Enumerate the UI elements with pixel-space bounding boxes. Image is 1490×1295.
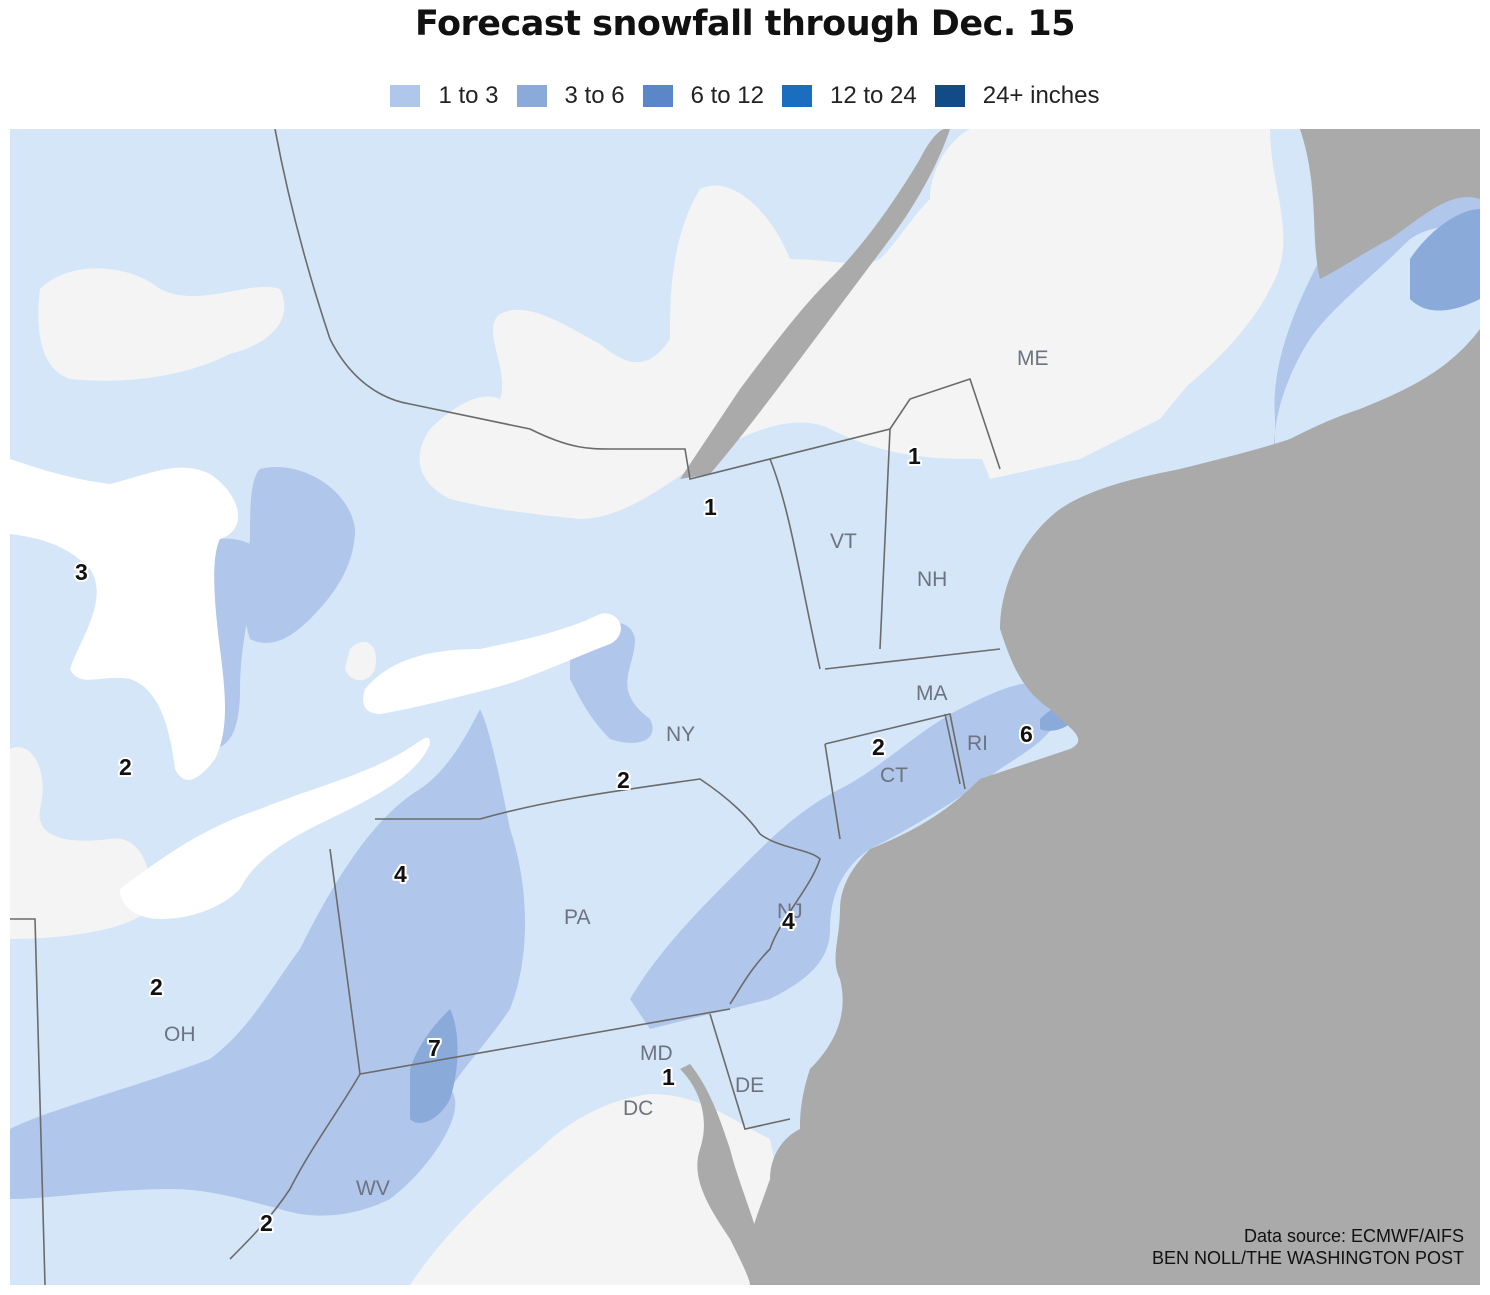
state-label-pa: PA bbox=[564, 906, 590, 929]
state-label-ny: NY bbox=[666, 723, 695, 746]
legend-item-12-24: 12 to 24 bbox=[781, 82, 917, 110]
legend-item-6-12: 6 to 12 bbox=[642, 82, 764, 110]
legend-swatch bbox=[934, 85, 965, 107]
lake-ontario bbox=[363, 613, 621, 714]
total-label-md: 1 bbox=[662, 1064, 675, 1090]
border-vt-nh bbox=[879, 428, 891, 650]
legend-item-1-3: 1 to 3 bbox=[390, 82, 499, 110]
border-pa-south bbox=[359, 1008, 731, 1075]
state-label-ma: MA bbox=[916, 682, 948, 705]
state-label-de: DE bbox=[735, 1074, 764, 1097]
gulf-of-st-lawrence bbox=[1300, 129, 1480, 279]
state-label-me: ME bbox=[1017, 347, 1049, 370]
state-label-oh: OH bbox=[164, 1023, 196, 1046]
legend-swatch bbox=[781, 85, 812, 107]
state-label-md: MD bbox=[640, 1042, 673, 1065]
border-ny-pa bbox=[375, 778, 761, 835]
chesapeake-bay bbox=[680, 1064, 770, 1285]
total-label-nj: 4 bbox=[782, 908, 795, 934]
total-label-mi-south: 2 bbox=[119, 754, 132, 780]
snowfall-totals: 1 1 3 2 2 6 2 4 4 2 7 1 2 bbox=[73, 441, 1035, 1238]
map-svg: ME VT NH MA RI CT NY NJ PA OH WV MD DE D… bbox=[10, 129, 1480, 1285]
no-snow-maine-north bbox=[950, 129, 1250, 479]
lake-erie bbox=[120, 737, 430, 919]
legend-item-24-plus: 24+ inches bbox=[934, 82, 1100, 110]
total-label-mi-north: 3 bbox=[75, 559, 88, 585]
state-borders bbox=[10, 129, 1001, 1285]
lake-huron bbox=[10, 459, 239, 780]
great-lakes bbox=[10, 459, 621, 919]
st-lawrence-river bbox=[680, 129, 950, 479]
total-label-ny-north: 1 bbox=[704, 494, 717, 520]
legend-label: 12 to 24 bbox=[829, 82, 917, 109]
total-label-ma-ct: 2 bbox=[872, 734, 885, 760]
border-oh-west bbox=[10, 918, 46, 1285]
state-label-ri: RI bbox=[967, 732, 988, 755]
band-1-3-georgian-bay bbox=[244, 467, 355, 643]
state-label-ct: CT bbox=[880, 764, 908, 787]
total-label-pa-southwest: 7 bbox=[428, 1035, 441, 1061]
band-1-3-nyc-new-england bbox=[630, 682, 1062, 1029]
legend-label: 3 to 6 bbox=[564, 82, 625, 109]
no-snow-areas bbox=[10, 129, 1284, 1285]
source-credit: Data source: ECMWF/AIFS BEN NOLL/THE WAS… bbox=[1152, 1225, 1464, 1269]
border-pa-nj bbox=[729, 833, 821, 1005]
state-label-nh: NH bbox=[917, 568, 947, 591]
atlantic-ocean bbox=[750, 329, 1480, 1285]
total-label-wv: 2 bbox=[260, 1210, 273, 1236]
snowfall-map: ME VT NH MA RI CT NY NJ PA OH WV MD DE D… bbox=[10, 129, 1480, 1285]
state-labels: ME VT NH MA RI CT NY NJ PA OH WV MD DE D… bbox=[164, 347, 1049, 1200]
border-ct-ny bbox=[824, 743, 841, 840]
state-label-vt: VT bbox=[830, 530, 857, 553]
legend-swatch bbox=[642, 85, 673, 107]
total-label-nh: 1 bbox=[908, 443, 921, 469]
legend-item-3-6: 3 to 6 bbox=[516, 82, 625, 110]
band-1-3-tug-hill bbox=[570, 622, 653, 743]
credit-line: BEN NOLL/THE WASHINGTON POST bbox=[1151, 1248, 1464, 1268]
border-ct-ri bbox=[944, 713, 961, 785]
legend-swatch bbox=[516, 85, 547, 107]
border-ma-south bbox=[824, 713, 966, 790]
legend-label: 1 to 3 bbox=[438, 82, 499, 109]
map-title: Forecast snowfall through Dec. 15 bbox=[414, 4, 1076, 44]
border-de bbox=[709, 1013, 791, 1130]
border-ny-vt bbox=[769, 458, 821, 670]
border-pa-west bbox=[329, 848, 361, 1075]
total-label-pa-west: 4 bbox=[394, 861, 407, 887]
total-label-oh: 2 bbox=[150, 974, 163, 1000]
band-3-6-pa-sw bbox=[410, 1009, 458, 1123]
band-3-6-nova-scotia bbox=[1410, 209, 1480, 311]
total-label-ma-cape: 6 bbox=[1020, 721, 1033, 747]
no-snow-canada-west bbox=[38, 268, 285, 381]
no-snow-michigan-west bbox=[10, 747, 151, 939]
border-oh-wv bbox=[229, 1073, 361, 1260]
legend-label: 6 to 12 bbox=[690, 82, 764, 109]
border-canada-us bbox=[274, 129, 1001, 480]
band-1-3-ohio-wv bbox=[10, 709, 525, 1216]
no-snow-ontario-patch bbox=[345, 641, 376, 681]
legend-label: 24+ inches bbox=[982, 82, 1100, 109]
legend-swatch bbox=[390, 85, 421, 107]
border-ma-north bbox=[824, 648, 1001, 670]
legend: 1 to 3 3 to 6 6 to 12 12 to 24 24+ inche… bbox=[0, 82, 1490, 110]
state-label-dc: DC bbox=[623, 1097, 653, 1120]
total-label-ny-south: 2 bbox=[617, 767, 630, 793]
state-label-wv: WV bbox=[356, 1177, 390, 1200]
state-label-nj: NJ bbox=[777, 900, 803, 923]
source-line: Data source: ECMWF/AIFS bbox=[1243, 1226, 1464, 1246]
